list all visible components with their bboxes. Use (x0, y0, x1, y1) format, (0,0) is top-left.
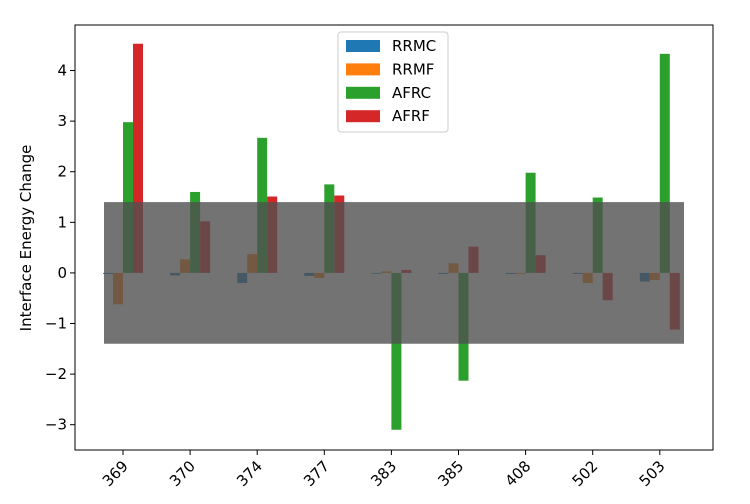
x-tick-label: 502 (569, 457, 602, 490)
x-tick-label: 383 (367, 457, 400, 490)
shaded-band-0 (104, 202, 684, 344)
y-tick-label: −3 (45, 416, 67, 434)
y-tick-label: 3 (57, 112, 67, 130)
plot-frame (74, 24, 714, 451)
x-tick-label: 408 (501, 457, 534, 490)
y-tick-label: −1 (45, 315, 67, 333)
legend-label-afrf: AFRF (392, 107, 430, 125)
bar-afrc-369 (123, 122, 133, 273)
y-axis-label: Interface Energy Change (17, 145, 35, 332)
x-tick-label: 370 (166, 457, 199, 490)
y-tick-label: 0 (57, 264, 67, 282)
legend-box (337, 31, 449, 133)
x-tick-label: 374 (233, 457, 266, 490)
x-tick-label: 377 (300, 457, 333, 490)
legend-swatch-rrmc (346, 40, 380, 52)
bar-afrc-503 (659, 53, 670, 273)
legend-swatch-rrmf (346, 63, 380, 76)
legend-label-rrmf: RRMF (392, 60, 434, 78)
legend-swatch-afrc (346, 86, 380, 99)
bar-afrc-383 (391, 272, 402, 430)
y-tick-label: −2 (45, 365, 67, 383)
y-tick-label: 4 (57, 62, 67, 80)
x-axis: 369 370 374 377 383 385 408 502 503 (99, 450, 669, 490)
y-tick-label: 1 (57, 213, 67, 231)
legend-swatch-afrf (346, 110, 380, 123)
legend-label-rrmc: RRMC (392, 37, 436, 55)
bar-afrf-369 (133, 43, 143, 273)
x-tick-label: 385 (434, 457, 467, 490)
band-layer (104, 202, 684, 344)
y-axis: −3 −2 −1 0 1 2 3 4 (45, 62, 75, 434)
x-tick-label: 503 (636, 457, 669, 490)
legend: RRMC RRMF AFRC AFRF (337, 31, 449, 133)
legend-label-afrc: AFRC (392, 84, 431, 102)
x-tick-label: 369 (99, 457, 132, 490)
y-tick-label: 2 (57, 163, 67, 181)
